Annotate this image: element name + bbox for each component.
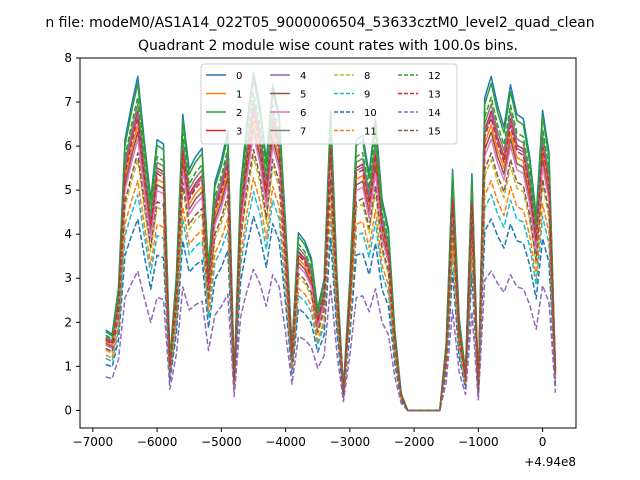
legend-label-4: 4 <box>300 71 306 82</box>
legend-label-5: 5 <box>300 90 306 101</box>
legend-label-15: 15 <box>428 127 441 138</box>
x-axis-offset-label: +4.94e8 <box>524 455 576 469</box>
legend-label-1: 1 <box>236 90 242 101</box>
x-tick-label: −6000 <box>137 435 178 449</box>
x-tick-label: 0 <box>539 435 547 449</box>
y-tick-label: 1 <box>64 359 72 373</box>
legend-label-6: 6 <box>300 108 306 119</box>
legend-label-0: 0 <box>236 71 242 82</box>
series-line-15 <box>105 148 557 412</box>
legend-label-7: 7 <box>300 127 306 138</box>
y-tick-label: 3 <box>64 271 72 285</box>
series-line-10 <box>105 215 557 412</box>
legend-label-9: 9 <box>364 90 370 101</box>
figure-title: n file: modeM0/AS1A14_022T05_9000006504_… <box>45 15 594 31</box>
y-tick-label: 2 <box>64 315 72 329</box>
x-tick-label: −7000 <box>73 435 114 449</box>
legend-label-8: 8 <box>364 71 370 82</box>
legend-label-2: 2 <box>236 108 242 119</box>
x-tick-label: −1000 <box>458 435 499 449</box>
legend-label-11: 11 <box>364 127 377 138</box>
series-line-14 <box>105 268 557 412</box>
x-tick-label: −5000 <box>201 435 242 449</box>
chart-title: Quadrant 2 module wise count rates with … <box>138 38 518 54</box>
y-tick-label: 4 <box>64 227 72 241</box>
legend-label-10: 10 <box>364 108 377 119</box>
legend-label-13: 13 <box>428 90 441 101</box>
y-tick-label: 7 <box>64 95 72 109</box>
x-tick-label: −3000 <box>330 435 371 449</box>
legend-label-12: 12 <box>428 71 441 82</box>
legend-label-3: 3 <box>236 127 242 138</box>
y-tick-label: 5 <box>64 183 72 197</box>
legend-label-14: 14 <box>428 108 441 119</box>
x-tick-label: −4000 <box>265 435 306 449</box>
series-line-11 <box>105 177 557 412</box>
y-tick-label: 8 <box>64 51 72 65</box>
x-axis: −7000 −6000 −5000 −4000 −3000 −2000 −1000 0 <box>73 428 547 449</box>
y-tick-label: 0 <box>64 403 72 417</box>
legend-box <box>200 63 458 145</box>
x-tick-label: −2000 <box>394 435 435 449</box>
plot-frame <box>79 57 577 429</box>
y-axis: 0 1 2 3 4 5 6 7 8 <box>64 51 80 417</box>
y-tick-label: 6 <box>64 139 72 153</box>
